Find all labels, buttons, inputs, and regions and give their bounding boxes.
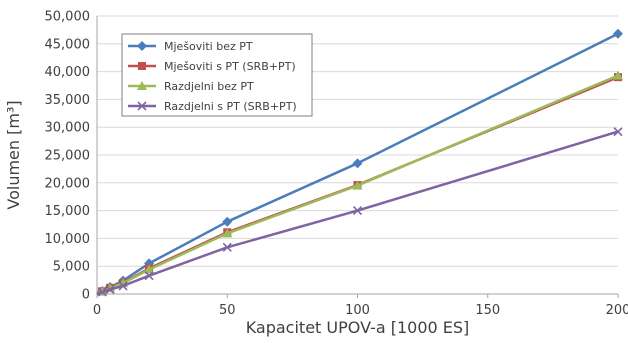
marker-stroke — [118, 281, 128, 291]
marker-stroke — [613, 127, 623, 137]
y-tick-label: 35,000 — [45, 93, 91, 108]
y-tick-label: 40,000 — [45, 65, 91, 80]
data-point — [144, 271, 154, 281]
series-4 — [96, 127, 623, 297]
data-point — [222, 242, 232, 252]
data-point — [613, 127, 623, 137]
legend-item: Razdjelni bez PT — [128, 80, 254, 93]
y-tick-label: 30,000 — [45, 121, 91, 136]
legend-marker — [137, 41, 147, 51]
data-point — [105, 284, 115, 295]
legend-label: Mješoviti bez PT — [164, 40, 253, 53]
legend-box — [121, 33, 313, 117]
series-line — [96, 130, 619, 296]
data-point — [144, 264, 155, 274]
marker-stroke — [222, 242, 232, 252]
data-point — [613, 70, 623, 80]
series — [96, 28, 623, 297]
data-point — [352, 158, 363, 169]
legend-label: Razdjelni bez PT — [164, 80, 254, 93]
data-point — [352, 180, 363, 190]
axes — [96, 16, 619, 298]
data-point — [613, 28, 623, 39]
data-point — [352, 206, 363, 216]
x-tick-label: 200 — [606, 303, 628, 318]
data-point — [222, 228, 233, 238]
legend: Mješoviti bez PT Mješoviti s PT (SRB+PT) R… — [121, 33, 313, 117]
marker-stroke — [97, 287, 107, 297]
data-point — [118, 281, 128, 291]
y-tick-label: 5,000 — [53, 260, 90, 275]
legend-marker — [137, 81, 147, 90]
marker-stroke — [105, 284, 115, 295]
legend-item: Razdjelni s PT (SRB+PT) — [128, 100, 297, 113]
legend-marker — [137, 101, 147, 111]
y-tick-label: 50,000 — [45, 10, 91, 25]
legend-label: Mješoviti s PT (SRB+PT) — [164, 60, 296, 73]
legend-item: Mješoviti bez PT — [128, 40, 253, 53]
marker-stroke — [137, 101, 147, 111]
x-tick-label: 150 — [475, 303, 500, 318]
marker-stroke — [352, 206, 363, 216]
x-axis-title: Kapacitet UPOV-a [1000 ES] — [246, 318, 470, 337]
x-tick-label: 100 — [345, 303, 370, 318]
legend-item: Mješoviti s PT (SRB+PT) — [128, 60, 296, 73]
tick-labels: 0 5,000 10,000 15,000 20,000 25,000 30,000 35,0… — [45, 10, 628, 319]
y-axis-title: Volumen [m³] — [4, 100, 23, 209]
y-tick-label: 25,000 — [45, 149, 91, 164]
y-tick-label: 20,000 — [45, 176, 91, 191]
data-point — [97, 287, 107, 297]
y-tick-label: 45,000 — [45, 37, 91, 52]
x-tick-label: 50 — [219, 303, 236, 318]
y-tick-label: 10,000 — [45, 232, 91, 247]
x-tick-label: 0 — [93, 303, 101, 318]
legend-label: Razdjelni s PT (SRB+PT) — [164, 100, 297, 113]
marker-stroke — [144, 271, 154, 281]
y-tick-label: 0 — [82, 288, 90, 303]
legend-marker — [138, 62, 146, 70]
y-tick-label: 15,000 — [45, 204, 91, 219]
data-point — [222, 216, 233, 227]
